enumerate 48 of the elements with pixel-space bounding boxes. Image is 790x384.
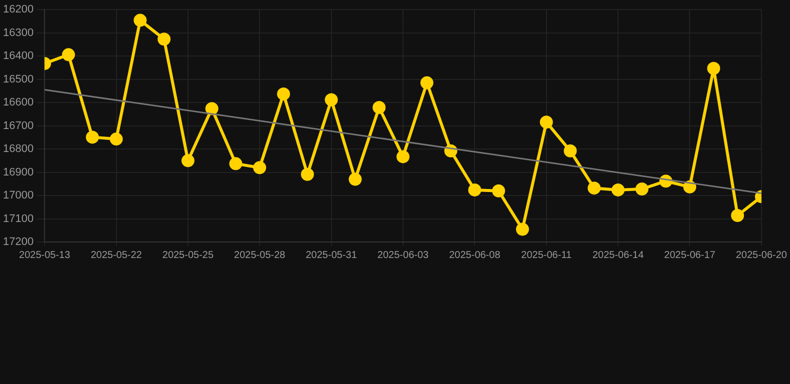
y-tick-label: 16400 xyxy=(2,50,34,62)
x-tick-label: 2025-06-14 xyxy=(592,250,644,261)
y-tick-label: 17200 xyxy=(2,236,34,248)
x-tick-label: 2025-06-03 xyxy=(377,250,430,261)
point xyxy=(468,183,482,196)
point xyxy=(181,154,194,168)
point xyxy=(62,48,75,62)
point xyxy=(277,87,290,100)
y-tick-label: 16800 xyxy=(2,143,34,156)
point xyxy=(205,102,218,116)
y-tick-label: 16600 xyxy=(2,96,34,109)
point xyxy=(158,32,171,46)
point xyxy=(516,222,529,236)
x-tick-label: 2025-05-25 xyxy=(162,250,214,261)
point xyxy=(588,182,601,195)
point xyxy=(492,184,506,198)
x-tick-label: 2025-05-22 xyxy=(90,250,142,261)
x-tick-label: 2025-06-08 xyxy=(449,250,501,261)
point xyxy=(731,209,744,222)
x-tick-label: 2025-06-17 xyxy=(664,250,716,261)
point xyxy=(540,116,553,129)
point xyxy=(229,157,242,170)
point xyxy=(110,132,123,146)
point xyxy=(564,144,577,158)
point xyxy=(253,161,266,174)
y-tick-label: 16500 xyxy=(2,73,34,86)
point xyxy=(324,93,338,106)
point xyxy=(396,150,410,164)
y-tick-label: 17000 xyxy=(2,190,34,202)
x-tick-label: 2025-05-28 xyxy=(234,250,286,261)
x-tick-label: 2025-06-11 xyxy=(521,250,572,261)
y-tick-label: 17100 xyxy=(2,212,34,225)
x-tick-label: 2025-06-20 xyxy=(736,250,788,261)
point xyxy=(372,100,386,114)
point xyxy=(300,168,314,181)
y-tick-label: 16300 xyxy=(2,26,34,39)
point xyxy=(420,76,434,90)
x-tick-label: 2025-05-31 xyxy=(306,250,358,261)
point xyxy=(707,62,720,75)
point xyxy=(348,172,362,186)
y-tick-label: 16700 xyxy=(2,120,34,132)
point xyxy=(612,183,625,196)
x-tick-label: 2025-05-13 xyxy=(19,250,71,261)
y-tick-label: 16900 xyxy=(2,166,34,178)
point xyxy=(635,182,648,196)
point xyxy=(86,130,99,144)
y-tick-label: 16200 xyxy=(2,4,34,16)
point xyxy=(134,14,147,27)
